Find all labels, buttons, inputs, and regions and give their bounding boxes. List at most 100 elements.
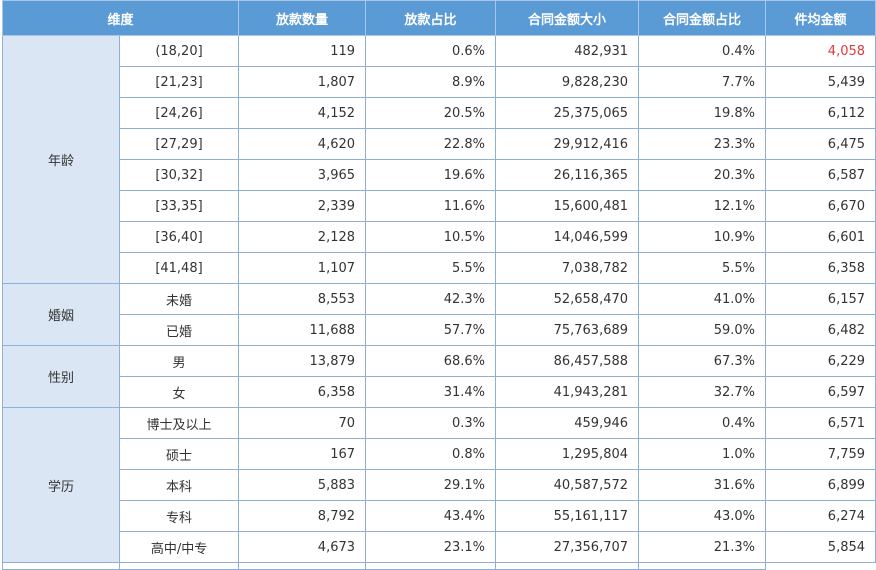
row-label: (18,20]	[118, 35, 240, 67]
table-row: 硕士 167 0.8% 1,295,804 1.0% 7,759	[3, 438, 876, 470]
contract-amount-cell: 459,946	[495, 407, 640, 439]
loan-ratio-cell: 5.5%	[365, 252, 497, 284]
average-amount-cell: 6,601	[765, 221, 876, 253]
loan-ratio-cell: 0.8%	[365, 438, 497, 470]
header-loan-ratio: 放款占比	[365, 0, 497, 36]
contract-amount-cell: 482,931	[495, 35, 640, 67]
loan-ratio-cell: 0.6%	[365, 35, 497, 67]
contract-amount-ratio-cell: 1.0%	[638, 438, 767, 470]
row-label: [24,26]	[118, 97, 240, 129]
contract-amount-ratio-cell: 67.3%	[638, 345, 767, 377]
loan-ratio-cell: 31.4%	[365, 376, 497, 408]
loan-count-cell: 167	[238, 438, 367, 470]
contract-amount-ratio-cell: 0.4%	[638, 35, 767, 67]
contract-amount-ratio-cell: 10.9%	[638, 221, 767, 253]
dimension-group-label: 婚姻	[2, 283, 120, 346]
average-amount-cell: 6,358	[765, 252, 876, 284]
table-row: [24,26] 4,152 20.5% 25,375,065 19.8% 6,112	[3, 97, 876, 129]
row-label: 已婚	[118, 314, 240, 346]
loan-ratio-cell: 8.9%	[365, 66, 497, 98]
header-contract-amount-ratio: 合同金额占比	[638, 0, 767, 36]
contract-amount-cell: 41,943,281	[495, 376, 640, 408]
loan-count-cell: 2,339	[238, 190, 367, 222]
contract-amount-ratio-cell: 5.5%	[638, 252, 767, 284]
row-label: [30,32]	[118, 159, 240, 191]
dimension-group-label: 年龄	[2, 35, 120, 284]
empty-cell	[638, 562, 767, 570]
loan-ratio-cell: 22.8%	[365, 128, 497, 160]
loan-ratio-cell: 42.3%	[365, 283, 497, 315]
table-row: 婚姻 未婚 8,553 42.3% 52,658,470 41.0% 6,157	[2, 283, 876, 346]
row-label: [41,48]	[118, 252, 240, 284]
loan-count-cell: 5,883	[238, 469, 367, 501]
loan-count-cell: 119	[238, 35, 367, 67]
average-amount-cell: 5,439	[765, 66, 876, 98]
contract-amount-cell: 86,457,588	[495, 345, 640, 377]
contract-amount-cell: 55,161,117	[495, 500, 640, 532]
row-label: 女	[118, 376, 240, 408]
contract-amount-cell: 7,038,782	[495, 252, 640, 284]
table-row: 女 6,358 31.4% 41,943,281 32.7% 6,597	[3, 376, 876, 408]
loan-count-cell: 11,688	[238, 314, 367, 346]
table-row: [41,48] 1,107 5.5% 7,038,782 5.5% 6,358	[3, 252, 876, 284]
average-amount-cell: 4,058	[765, 35, 876, 67]
row-label: [36,40]	[118, 221, 240, 253]
contract-amount-ratio-cell: 0.4%	[638, 407, 767, 439]
contract-amount-ratio-cell: 19.8%	[638, 97, 767, 129]
table-body: 年龄 (18,20] 119 0.6% 482,931 0.4% 4,058 [21,23] 1…	[2, 35, 876, 570]
loan-count-cell: 2,128	[238, 221, 367, 253]
average-amount-cell: 6,597	[765, 376, 876, 408]
table-row: 年龄 (18,20] 119 0.6% 482,931 0.4% 4,058	[2, 35, 876, 284]
loan-count-cell: 6,358	[238, 376, 367, 408]
loan-count-cell: 8,553	[238, 283, 367, 315]
header-contract-amount: 合同金额大小	[495, 0, 640, 36]
average-amount-cell: 6,274	[765, 500, 876, 532]
contract-amount-ratio-cell: 32.7%	[638, 376, 767, 408]
empty-cell	[495, 562, 640, 570]
empty-cell	[2, 562, 120, 570]
contract-amount-ratio-cell: 31.6%	[638, 469, 767, 501]
table-row: [36,40] 2,128 10.5% 14,046,599 10.9% 6,601	[3, 221, 876, 253]
contract-amount-ratio-cell: 20.3%	[638, 159, 767, 191]
table-row: 本科 5,883 29.1% 40,587,572 31.6% 6,899	[3, 469, 876, 501]
table-row: 已婚 11,688 57.7% 75,763,689 59.0% 6,482	[3, 314, 876, 346]
contract-amount-ratio-cell: 12.1%	[638, 190, 767, 222]
average-amount-cell: 6,475	[765, 128, 876, 160]
header-loan-count: 放款数量	[238, 0, 367, 36]
row-label: 男	[118, 345, 240, 377]
contract-amount-ratio-cell: 23.3%	[638, 128, 767, 160]
row-label: 博士及以上	[118, 407, 240, 439]
average-amount-cell: 6,229	[765, 345, 876, 377]
average-amount-cell: 6,157	[765, 283, 876, 315]
loan-ratio-cell: 19.6%	[365, 159, 497, 191]
contract-amount-cell: 25,375,065	[495, 97, 640, 129]
loan-count-cell: 4,620	[238, 128, 367, 160]
loan-count-cell: 70	[238, 407, 367, 439]
loan-count-cell: 13,879	[238, 345, 367, 377]
average-amount-cell: 6,587	[765, 159, 876, 191]
loan-ratio-cell: 68.6%	[365, 345, 497, 377]
contract-amount-cell: 9,828,230	[495, 66, 640, 98]
contract-amount-cell: 26,116,365	[495, 159, 640, 191]
contract-amount-cell: 29,912,416	[495, 128, 640, 160]
average-amount-cell: 6,899	[765, 469, 876, 501]
header-dimension: 维度	[1, 0, 240, 36]
loan-ratio-cell: 0.3%	[365, 407, 497, 439]
table-row: 学历 博士及以上 70 0.3% 459,946 0.4% 6,571	[2, 407, 876, 563]
contract-amount-ratio-cell: 43.0%	[638, 500, 767, 532]
table-row: [33,35] 2,339 11.6% 15,600,481 12.1% 6,670	[3, 190, 876, 222]
row-label: 未婚	[118, 283, 240, 315]
average-amount-cell: 7,759	[765, 438, 876, 470]
contract-amount-ratio-cell: 7.7%	[638, 66, 767, 98]
loan-ratio-cell: 11.6%	[365, 190, 497, 222]
average-amount-cell: 6,571	[765, 407, 876, 439]
contract-amount-cell: 75,763,689	[495, 314, 640, 346]
loan-count-cell: 8,792	[238, 500, 367, 532]
average-amount-cell: 6,670	[765, 190, 876, 222]
loan-count-cell: 1,807	[238, 66, 367, 98]
table-header-row: 维度 放款数量 放款占比 合同金额大小 合同金额占比 件均金额	[1, 0, 876, 36]
table-row: 性别男 13,879 68.6% 86,457,588 67.3% 6,229	[2, 345, 876, 408]
loan-ratio-cell: 29.1%	[365, 469, 497, 501]
contract-amount-cell: 52,658,470	[495, 283, 640, 315]
